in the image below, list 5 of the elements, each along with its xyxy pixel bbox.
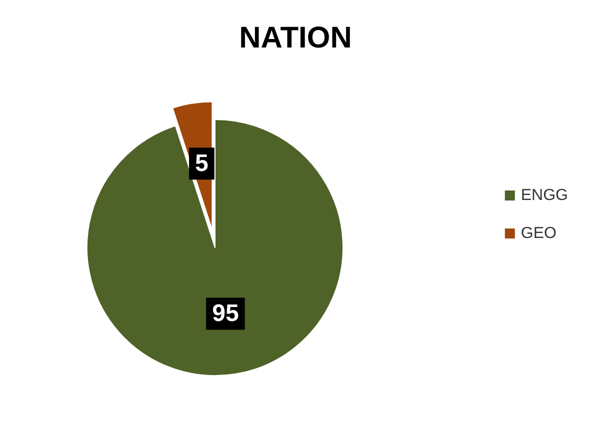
legend-label: GEO [520,225,556,242]
legend-label: ENGG [520,187,568,204]
chart-title: NATION [239,22,352,54]
data-label: 95 [212,300,239,328]
data-label: 5 [195,150,208,178]
